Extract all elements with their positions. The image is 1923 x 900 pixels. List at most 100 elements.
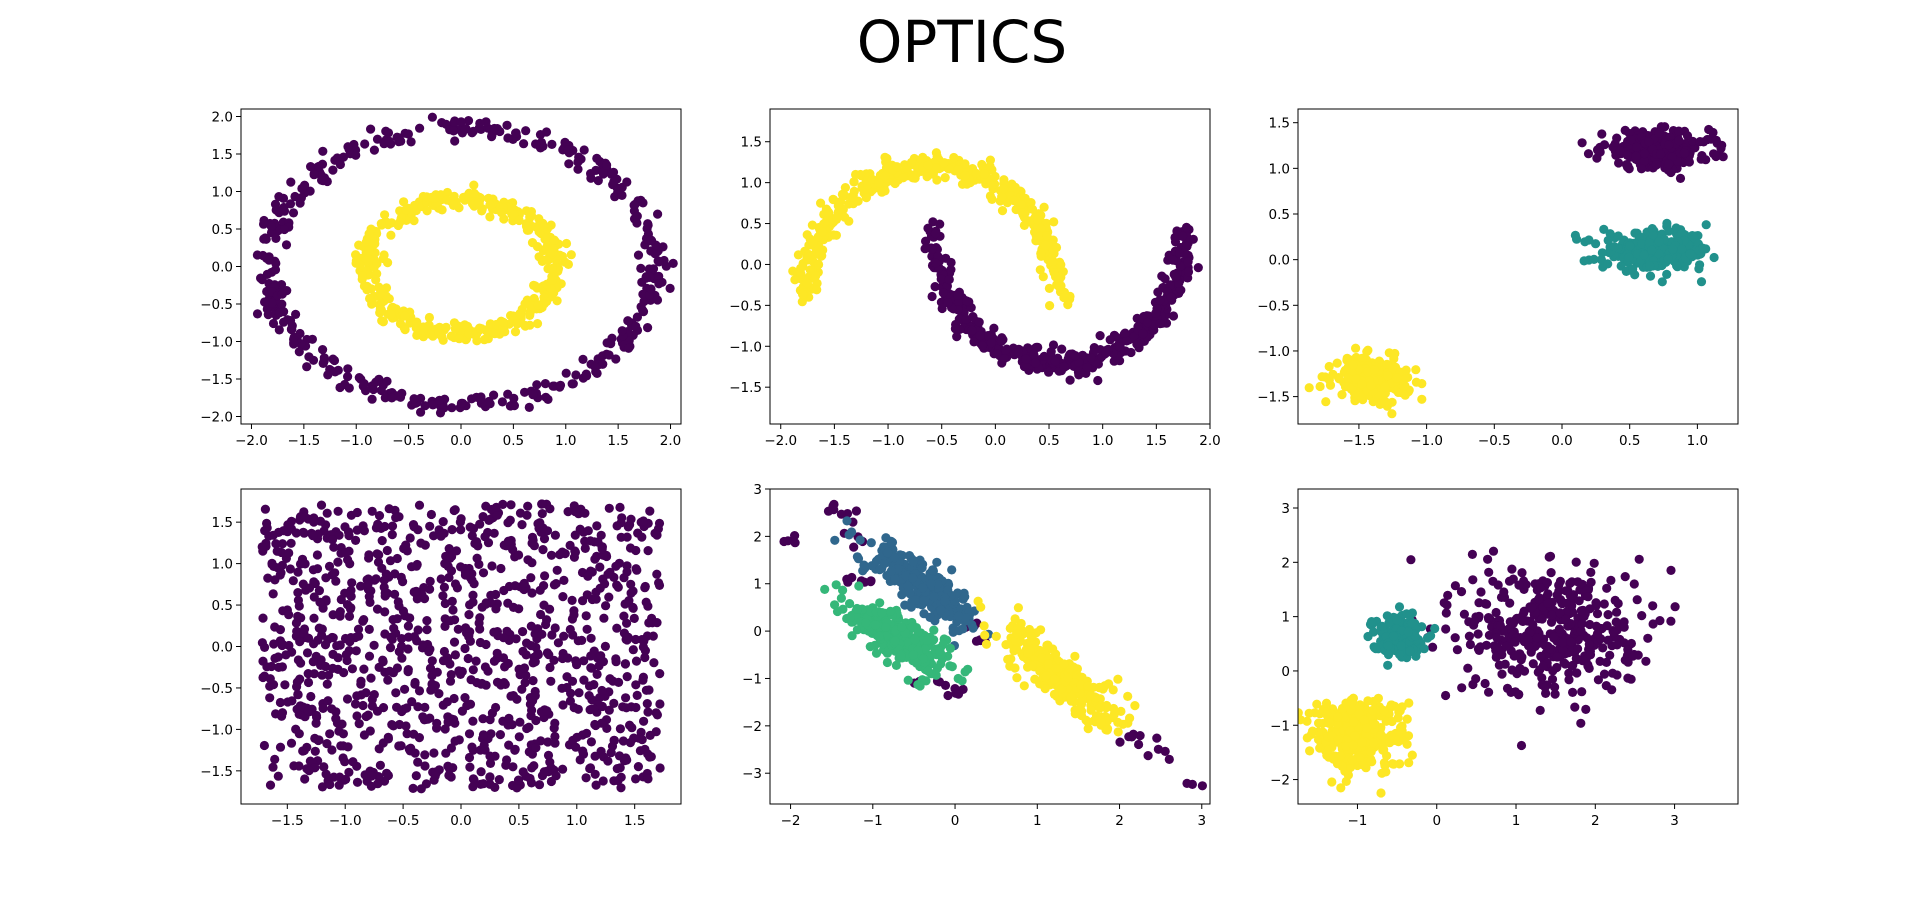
scatter-point (655, 763, 665, 773)
scatter-point (1019, 220, 1029, 230)
scatter-point (514, 550, 524, 560)
scatter-point (291, 724, 301, 734)
scatter-point (1577, 138, 1587, 148)
scatter-point (1166, 292, 1176, 302)
scatter-point (976, 602, 986, 612)
scatter-point (420, 750, 430, 760)
scatter-point (572, 660, 582, 670)
scatter-point (597, 718, 607, 728)
scatter-point (1537, 614, 1547, 624)
scatter-point (592, 521, 602, 531)
cluster-0 (1406, 546, 1680, 751)
scatter-point (968, 312, 978, 322)
scatter-point (380, 629, 390, 639)
scatter-point (937, 303, 947, 314)
scatter-point (1493, 580, 1503, 590)
scatter-point (579, 675, 589, 685)
scatter-point (365, 293, 375, 304)
scatter-point (374, 510, 385, 521)
scatter-point (575, 755, 585, 765)
scatter-point (1177, 231, 1188, 241)
scatter-point (836, 593, 847, 603)
scatter-point (292, 682, 302, 692)
scatter-point (384, 136, 394, 146)
scatter-point (992, 349, 1002, 359)
scatter-point (790, 275, 800, 285)
scatter-point (832, 606, 843, 617)
scatter-point (387, 521, 398, 531)
x-tick-label: −1.0 (340, 433, 373, 449)
scatter-point (581, 369, 591, 379)
scatter-point (1151, 308, 1161, 318)
scatter-point (631, 321, 641, 331)
scatter-point (1044, 283, 1054, 293)
scatter-point (440, 598, 450, 609)
scatter-point (514, 215, 524, 226)
scatter-point (474, 198, 484, 208)
scatter-point (652, 530, 662, 540)
scatter-point (626, 579, 636, 589)
scatter-point (294, 601, 304, 611)
scatter-point (468, 597, 478, 607)
scatter-point (444, 572, 454, 583)
scatter-point (622, 177, 632, 187)
scatter-point (604, 705, 614, 715)
scatter-point (931, 258, 941, 268)
scatter-point (908, 557, 918, 567)
axes-frame (1297, 108, 1739, 425)
scatter-point (1174, 248, 1185, 258)
scatter-point (652, 618, 662, 628)
scatter-point (497, 208, 507, 218)
scatter-point (309, 517, 319, 527)
scatter-point (929, 625, 939, 635)
scatter-point (1317, 372, 1327, 382)
x-tick-label: −1.5 (1343, 433, 1376, 449)
y-tick-label: 0.0 (741, 257, 762, 273)
scatter-point (400, 311, 410, 321)
scatter-point (287, 696, 297, 706)
scatter-point (625, 738, 636, 748)
scatter-point (499, 633, 509, 643)
scatter-point (456, 514, 466, 524)
scatter-point (979, 621, 989, 631)
scatter-point (649, 658, 659, 668)
scatter-point (567, 595, 577, 606)
scatter-point (379, 575, 389, 585)
scatter-point (1049, 689, 1059, 700)
scatter-point (643, 707, 653, 717)
scatter-point (467, 742, 477, 752)
scatter-point (629, 200, 639, 210)
scatter-point (454, 334, 464, 344)
scatter-point (344, 611, 355, 622)
scatter-point (877, 187, 887, 197)
scatter-point (882, 657, 893, 668)
scatter-point (639, 716, 649, 726)
scatter-point (797, 297, 807, 307)
scatter-point (366, 781, 376, 791)
scatter-point (987, 180, 997, 191)
scatter-point (590, 554, 600, 564)
scatter-point (930, 228, 941, 239)
scatter-point (262, 662, 272, 672)
scatter-point (446, 743, 456, 753)
scatter-point (1709, 252, 1719, 263)
scatter-point (847, 527, 857, 537)
scatter-point (501, 760, 511, 770)
scatter-point (252, 250, 262, 260)
scatter-point (410, 677, 420, 688)
scatter-point (289, 337, 299, 347)
scatter-point (333, 557, 343, 567)
scatter-point (1003, 654, 1013, 665)
scatter-point (908, 650, 919, 660)
scatter-point (1628, 264, 1638, 274)
scatter-point (439, 646, 449, 657)
scatter-point (517, 684, 527, 694)
scatter-point (883, 548, 893, 558)
x-tick-label: 0.5 (1038, 433, 1059, 449)
scatter-point (919, 595, 929, 606)
scatter-point (881, 622, 891, 632)
scatter-point (1674, 126, 1684, 136)
scatter-point (1636, 164, 1647, 174)
scatter-point (1040, 684, 1050, 694)
scatter-point (619, 756, 630, 766)
